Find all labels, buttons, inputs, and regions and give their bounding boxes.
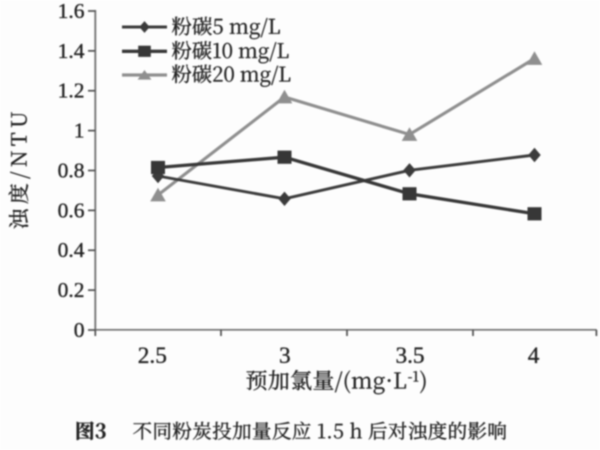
svg-text:0.2: 0.2: [58, 278, 85, 302]
svg-text:1.6: 1.6: [58, 0, 85, 23]
svg-text:0: 0: [74, 318, 85, 342]
svg-text:2.5: 2.5: [138, 343, 167, 369]
svg-text:0.6: 0.6: [58, 198, 85, 222]
svg-text:0.4: 0.4: [58, 238, 85, 262]
svg-text:3: 3: [279, 343, 291, 369]
svg-text:3.5: 3.5: [395, 343, 424, 369]
svg-text:1.2: 1.2: [58, 79, 85, 103]
svg-text:4: 4: [528, 343, 540, 369]
svg-text:1: 1: [74, 119, 85, 143]
svg-text:1.4: 1.4: [58, 39, 85, 63]
svg-text:0.8: 0.8: [58, 158, 85, 182]
